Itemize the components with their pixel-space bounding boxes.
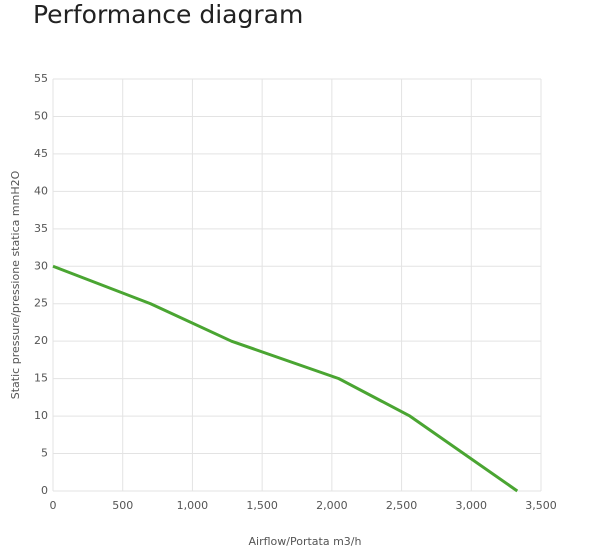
y-tick-label: 5 xyxy=(41,447,48,460)
y-tick-label: 45 xyxy=(34,147,48,160)
y-tick-label: 10 xyxy=(34,409,48,422)
y-tick-label: 15 xyxy=(34,372,48,385)
line xyxy=(52,264,519,493)
y-tick-label: 50 xyxy=(34,109,48,122)
y-tick-label: 25 xyxy=(34,297,48,310)
y-tick-label: 30 xyxy=(34,259,48,272)
y-tick-label: 35 xyxy=(34,222,48,235)
x-tick-label: 2,000 xyxy=(316,499,348,512)
x-axis-label: Airflow/Portata m3/h xyxy=(249,535,362,548)
x-tick-label: 500 xyxy=(112,499,133,512)
y-tick-label: 20 xyxy=(34,334,48,347)
x-tick-label: 3,000 xyxy=(456,499,488,512)
chart-title: Performance diagram xyxy=(33,0,303,29)
x-tick-label: 0 xyxy=(50,499,57,512)
x-tick-label: 3,500 xyxy=(525,499,557,512)
x-tick-label: 1,000 xyxy=(177,499,209,512)
y-tick-label: 0 xyxy=(41,484,48,497)
x-tick-label: 2,500 xyxy=(386,499,418,512)
y-tick-label: 55 xyxy=(34,72,48,85)
x-tick-label: 1,500 xyxy=(246,499,278,512)
y-axis-label: Static pressure/pressione statica mmH2O xyxy=(9,170,22,399)
y-tick-label: 40 xyxy=(34,184,48,197)
